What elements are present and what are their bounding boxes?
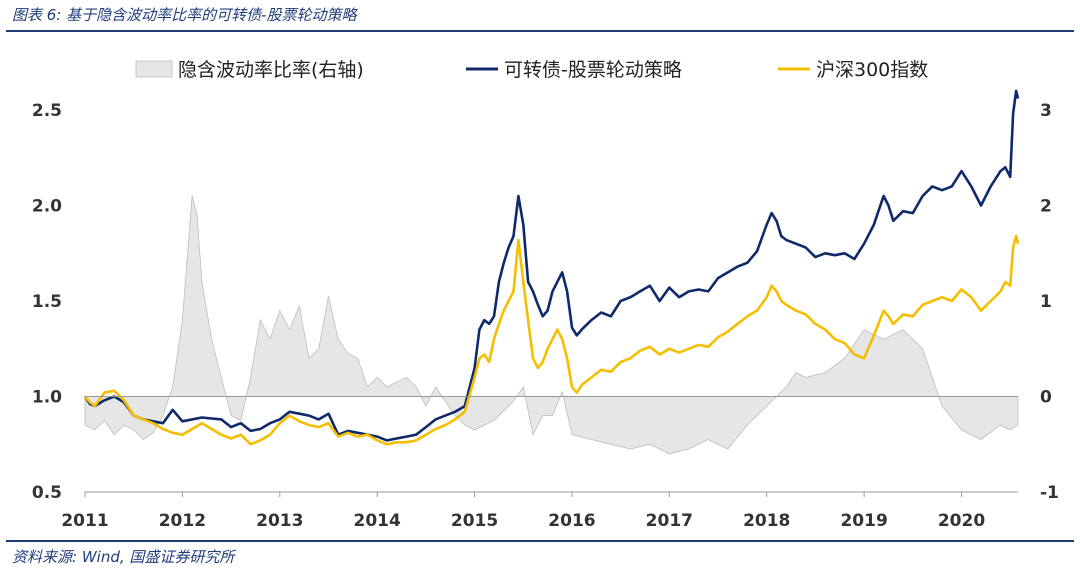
x-tick-label: 2019 (840, 511, 887, 531)
legend-swatch-area (135, 60, 173, 78)
y-left-tick-label: 1.5 (32, 292, 62, 312)
x-tick-label: 2012 (159, 511, 206, 531)
y-right-tick-label: 3 (1040, 101, 1052, 121)
y-left-tick-label: 2.0 (32, 197, 62, 217)
series-line-1 (83, 89, 1020, 442)
area-series-layer (84, 195, 1019, 455)
x-tick-label: 2011 (61, 511, 108, 531)
figure-title: 图表 6: 基于隐含波动率比率的可转债-股票轮动策略 (12, 6, 357, 24)
legend: 隐含波动率比率(右轴) 可转债-股票轮动策略 沪深300指数 (135, 59, 928, 81)
x-tick-label: 2016 (548, 511, 595, 531)
y-left-tick-label: 0.5 (32, 483, 62, 503)
y-right-tick-label: -1 (1040, 483, 1059, 503)
x-tick-label: 2018 (743, 511, 790, 531)
y-right-tick-label: 1 (1040, 292, 1052, 312)
series-line-2 (84, 234, 1020, 446)
y-right-tick-label: 0 (1040, 388, 1052, 408)
legend-label: 隐含波动率比率(右轴) (178, 59, 364, 81)
y-right-tick-label: 2 (1040, 197, 1052, 217)
source-rule (6, 540, 1074, 542)
legend-label: 可转债-股票轮动策略 (504, 59, 682, 81)
x-tick-label: 2014 (354, 511, 401, 531)
y-left-tick-label: 2.5 (32, 101, 62, 121)
legend-label: 沪深300指数 (816, 59, 928, 81)
x-tick-label: 2020 (938, 511, 985, 531)
axes-layer: 2011 2012 2013 2014 2015 2016 2017 2018 2019 2020… (32, 101, 1059, 531)
x-tick-label: 2015 (451, 511, 498, 531)
figure-source: 资料来源: Wind, 国盛证券研究所 (12, 548, 235, 566)
title-rule (6, 30, 1074, 32)
x-tick-label: 2013 (256, 511, 303, 531)
y-left-tick-label: 1.0 (32, 388, 62, 408)
series-area-implied-vol-ratio (84, 195, 1019, 455)
line-series-layer (83, 89, 1020, 446)
x-tick-label: 2017 (646, 511, 693, 531)
